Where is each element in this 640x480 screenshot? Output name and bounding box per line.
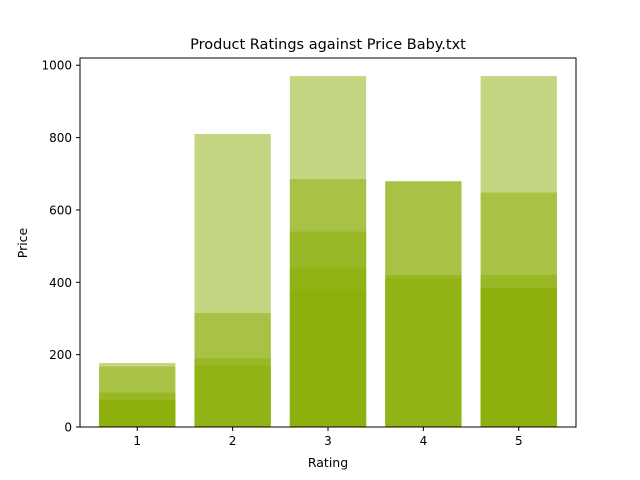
y-tick-label: 0 [64, 421, 72, 435]
bar-rating-1-5 [99, 400, 176, 427]
y-tick-label: 600 [49, 203, 72, 217]
chart-title: Product Ratings against Price Baby.txt [190, 37, 466, 53]
bar-rating-5-5 [480, 288, 557, 427]
y-tick-label: 200 [49, 348, 72, 362]
x-axis-label: Rating [308, 455, 348, 470]
x-tick-label: 4 [420, 434, 428, 448]
x-axis-ticks: 1 2 3 4 5 [133, 427, 523, 448]
x-tick-label: 1 [133, 434, 141, 448]
plot-area-frame [79, 57, 577, 428]
bar-rating-3-5 [289, 289, 367, 427]
x-tick-label: 5 [515, 434, 523, 448]
y-tick-label: 1000 [41, 59, 72, 73]
bars-group [99, 76, 557, 428]
y-tick-label: 400 [49, 276, 72, 290]
y-axis-label: Price [15, 227, 30, 258]
x-tick-label: 2 [229, 434, 237, 448]
y-axis-ticks: 0 200 400 600 800 1000 [41, 59, 80, 435]
bar-rating-2-4 [194, 365, 271, 427]
y-tick-label: 800 [49, 131, 72, 145]
x-tick-label: 3 [324, 434, 332, 448]
bar-rating-4-4 [385, 278, 462, 427]
